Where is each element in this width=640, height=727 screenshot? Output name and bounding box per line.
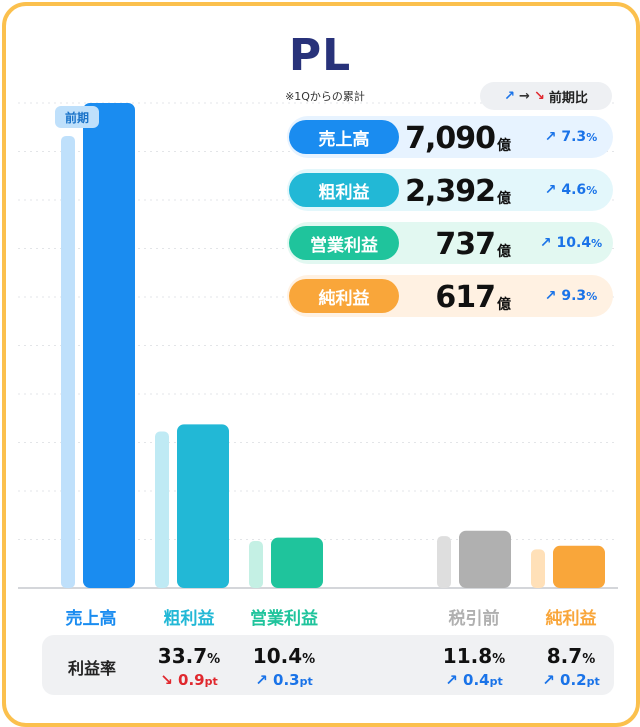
arrow-up-right-icon: ↗ bbox=[445, 671, 464, 689]
arrow-up-right-icon: ↗ bbox=[255, 671, 274, 689]
kpi-change: ↗ 9.3% bbox=[544, 288, 598, 304]
previous-tag-label: 前期 bbox=[65, 110, 89, 125]
margin-value-pretax: 11.8% bbox=[442, 644, 506, 668]
bar-current-3 bbox=[459, 530, 511, 588]
legend-label: 前期比 bbox=[548, 90, 588, 106]
kpi-change: ↗ 10.4% bbox=[539, 235, 603, 251]
kpi-row-gross-profit: 粗利益 2,392 億 ↗ 4.6% bbox=[287, 169, 613, 211]
kpi-unit: 億 bbox=[497, 138, 511, 154]
margin-panel bbox=[42, 635, 614, 695]
category-label-pretax: 税引前 bbox=[448, 609, 500, 629]
arrow-down-right-icon: ↘ bbox=[533, 88, 545, 104]
bar-current-4 bbox=[553, 545, 605, 588]
category-label-net-profit: 純利益 bbox=[545, 609, 597, 629]
kpi-change: ↗ 4.6% bbox=[544, 182, 598, 198]
margin-label: 利益率 bbox=[67, 659, 116, 678]
kpi-row-net-profit: 純利益 617 億 ↗ 9.3% bbox=[287, 275, 613, 317]
margin-change-pretax: ↗ 0.4pt bbox=[445, 671, 503, 689]
bar-previous-1 bbox=[155, 431, 169, 588]
kpi-unit: 億 bbox=[497, 244, 511, 260]
kpi-row-sales: 売上高 7,090 億 ↗ 7.3% bbox=[287, 116, 613, 158]
margin-value-operating: 10.4% bbox=[252, 644, 316, 668]
arrow-up-right-icon: ↗ bbox=[544, 129, 562, 145]
category-label-operating-profit: 営業利益 bbox=[250, 609, 318, 629]
arrow-up-right-icon: ↗ bbox=[539, 235, 557, 251]
category-label-sales: 売上高 bbox=[65, 609, 117, 629]
kpi-value: 7,090 bbox=[405, 121, 496, 156]
margin-change-net: ↗ 0.2pt bbox=[542, 671, 600, 689]
margin-value-gross: 33.7% bbox=[157, 644, 221, 668]
bar-current-0 bbox=[83, 103, 135, 588]
category-label-gross-profit: 粗利益 bbox=[163, 609, 215, 629]
arrow-up-right-icon: ↗ bbox=[504, 88, 516, 104]
margin-value-net: 8.7% bbox=[546, 644, 596, 668]
change-legend: ↗ → ↘ 前期比 bbox=[480, 82, 612, 110]
previous-tag bbox=[55, 105, 99, 128]
kpi-value: 737 bbox=[435, 227, 496, 262]
margin-change-operating: ↗ 0.3pt bbox=[255, 671, 313, 689]
kpi-value: 617 bbox=[435, 280, 496, 315]
kpi-label: 粗利益 bbox=[289, 173, 399, 207]
kpi-change: ↗ 7.3% bbox=[544, 129, 598, 145]
arrow-down-right-icon: ↘ bbox=[160, 671, 179, 689]
arrow-up-right-icon: ↗ bbox=[544, 182, 562, 198]
margin-change-gross: ↘ 0.9pt bbox=[160, 671, 218, 689]
bar-previous-4 bbox=[531, 549, 545, 588]
bar-previous-2 bbox=[249, 541, 263, 588]
arrow-right-icon: → bbox=[519, 88, 530, 104]
page-title: PL bbox=[288, 30, 352, 81]
kpi-row-operating-profit: 営業利益 737 億 ↗ 10.4% bbox=[287, 222, 613, 264]
kpi-value: 2,392 bbox=[405, 174, 496, 209]
bar-current-1 bbox=[177, 424, 229, 588]
arrow-up-right-icon: ↗ bbox=[542, 671, 561, 689]
kpi-label: 売上高 bbox=[289, 120, 399, 154]
kpi-label: 営業利益 bbox=[289, 226, 399, 260]
bar-previous-0 bbox=[61, 135, 75, 588]
bar-current-2 bbox=[271, 537, 323, 588]
kpi-label: 純利益 bbox=[289, 279, 399, 313]
arrow-up-right-icon: ↗ bbox=[544, 288, 562, 304]
kpi-unit: 億 bbox=[497, 297, 511, 313]
kpi-unit: 億 bbox=[497, 191, 511, 207]
page-subtitle: ※1Qからの累計 bbox=[285, 90, 365, 103]
bar-previous-3 bbox=[437, 536, 451, 588]
